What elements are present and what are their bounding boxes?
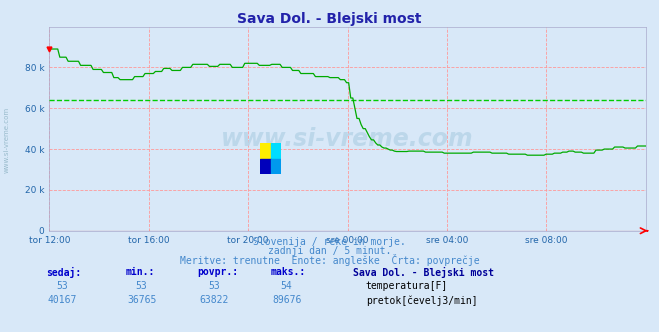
Text: maks.:: maks.:: [270, 267, 305, 277]
Polygon shape: [260, 159, 271, 174]
Text: 40167: 40167: [48, 295, 77, 305]
Text: 63822: 63822: [200, 295, 229, 305]
Text: 53: 53: [136, 281, 148, 290]
Text: 54: 54: [281, 281, 293, 290]
Polygon shape: [260, 143, 271, 159]
Text: pretok[čevelj3/min]: pretok[čevelj3/min]: [366, 295, 477, 306]
Text: zadnji dan / 5 minut.: zadnji dan / 5 minut.: [268, 246, 391, 256]
Text: Slovenija / reke in morje.: Slovenija / reke in morje.: [253, 237, 406, 247]
Text: 53: 53: [208, 281, 220, 290]
Text: 36765: 36765: [127, 295, 156, 305]
Text: Sava Dol. - Blejski most: Sava Dol. - Blejski most: [353, 267, 494, 278]
Text: temperatura[F]: temperatura[F]: [366, 281, 448, 290]
Text: www.si-vreme.com: www.si-vreme.com: [3, 106, 10, 173]
Text: Sava Dol. - Blejski most: Sava Dol. - Blejski most: [237, 12, 422, 26]
Text: min.:: min.:: [125, 267, 155, 277]
Text: sedaj:: sedaj:: [46, 267, 81, 278]
Text: 89676: 89676: [272, 295, 301, 305]
Polygon shape: [271, 159, 281, 174]
Text: povpr.:: povpr.:: [198, 267, 239, 277]
Text: 53: 53: [57, 281, 69, 290]
Text: Meritve: trenutne  Enote: angleške  Črta: povprečje: Meritve: trenutne Enote: angleške Črta: …: [180, 254, 479, 266]
Polygon shape: [271, 143, 281, 159]
Text: www.si-vreme.com: www.si-vreme.com: [221, 127, 474, 151]
